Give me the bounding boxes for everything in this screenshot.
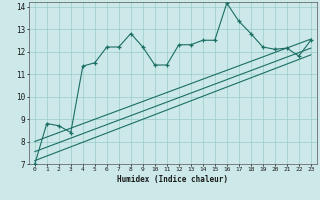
X-axis label: Humidex (Indice chaleur): Humidex (Indice chaleur) <box>117 175 228 184</box>
